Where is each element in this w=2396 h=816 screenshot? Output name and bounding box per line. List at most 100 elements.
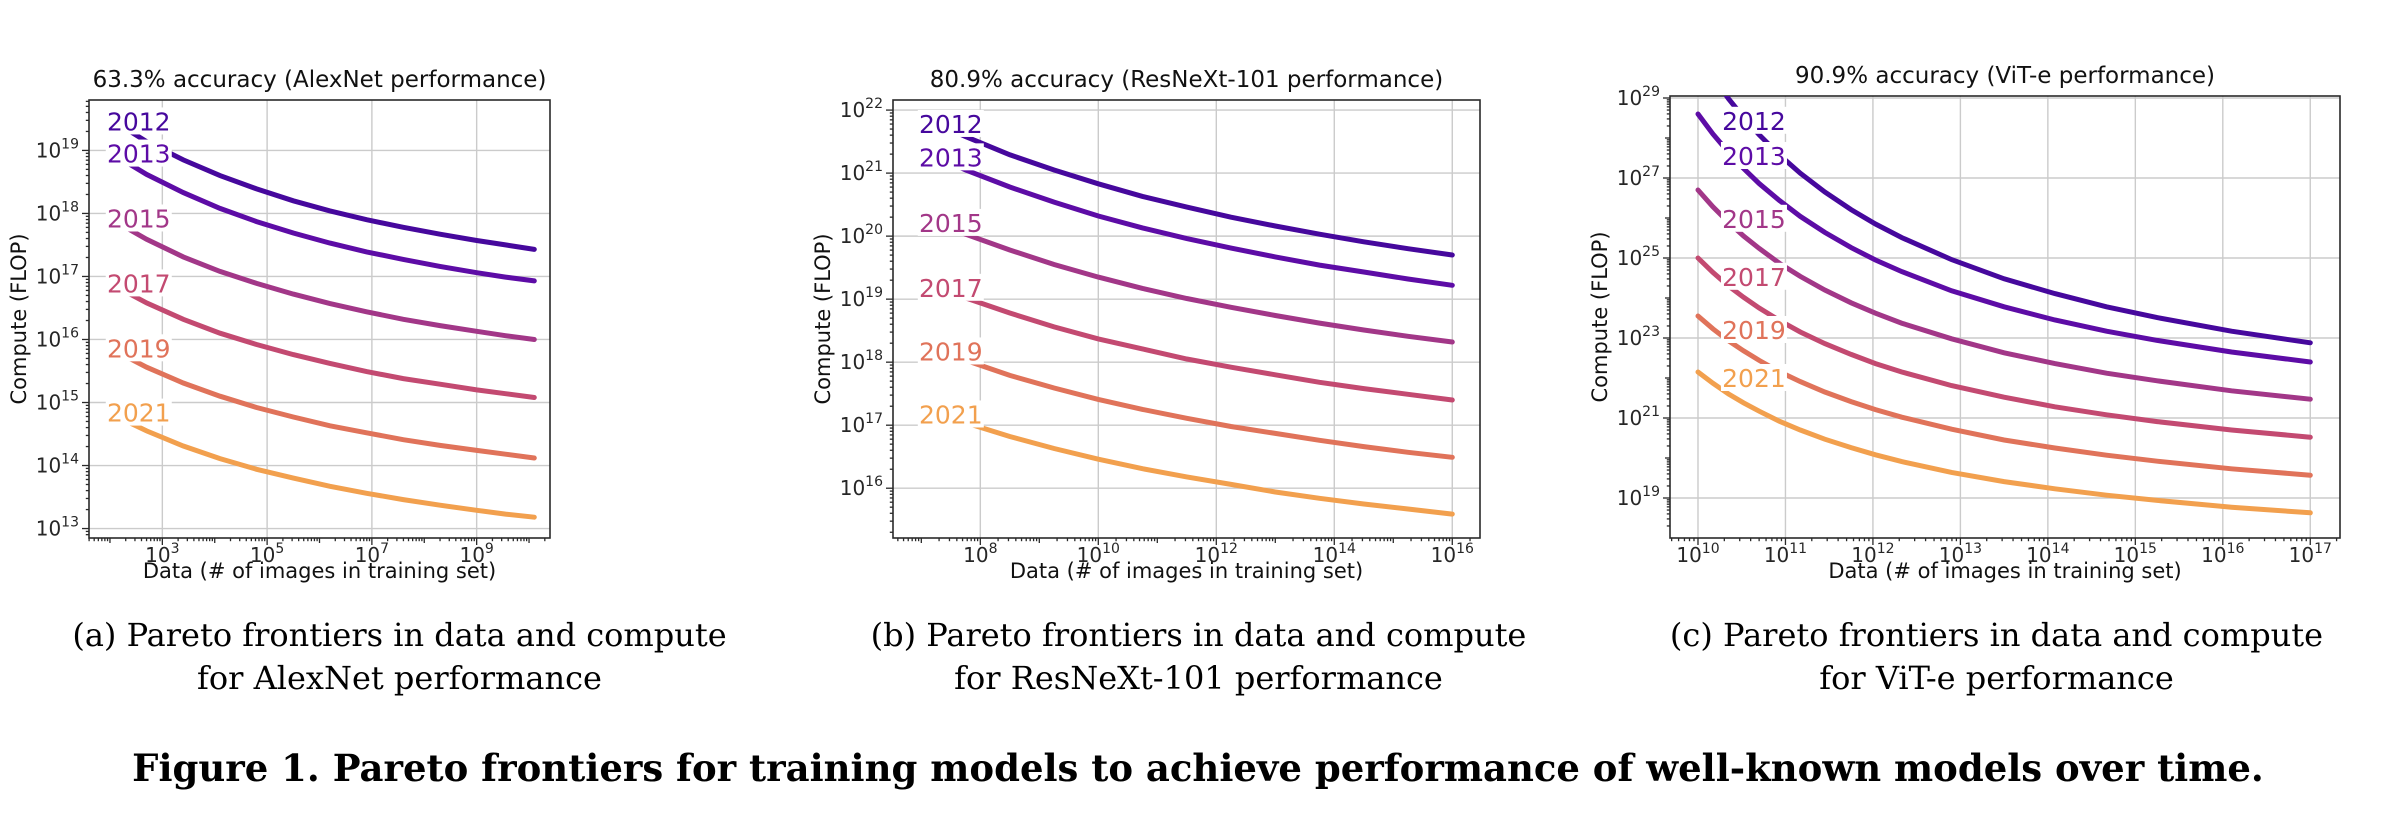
y-tick-label: 1019 (36, 136, 79, 162)
curve-label-bg (105, 204, 172, 232)
x-axis-label: Data (# of images in training set) (1010, 559, 1363, 583)
chart-title: 63.3% accuracy (AlexNet performance) (93, 67, 547, 93)
chart-resnext101: 108 1010 1012 1014 1016101610171018101910201… (811, 67, 1481, 583)
y-tick-label: 1016 (840, 474, 883, 500)
curve-year-label-2021: 2021 (919, 400, 983, 429)
curve-label-bg (105, 107, 172, 135)
curve-year-label-2015: 2015 (919, 209, 983, 238)
subcaption-c-line2: for ViT-e performance (1819, 659, 2174, 697)
curve-label-bg (1720, 106, 1787, 134)
curve-label-bg (1720, 262, 1787, 290)
y-axis-label: Compute (FLOP) (1588, 231, 1612, 402)
y-tick-label: 1022 (840, 96, 883, 122)
curve-label-bg (917, 273, 984, 301)
y-tick-label: 1029 (1617, 84, 1660, 110)
curve-2015 (1695, 187, 2313, 402)
plot-frame (1669, 95, 2341, 539)
curve-2015 (918, 212, 1455, 345)
curve-2013 (107, 149, 537, 284)
subcaption-a: (a) Pareto frontiers in data and compute… (0, 614, 799, 700)
y-tick-label: 1025 (1617, 244, 1660, 270)
curve-year-label-2021: 2021 (1722, 364, 1786, 393)
y-tick-label: 1015 (36, 389, 79, 415)
curve-label-bg (105, 139, 172, 167)
y-axis-label: Compute (FLOP) (811, 233, 835, 404)
curve-2013 (918, 147, 1455, 288)
curve-2012 (918, 113, 1455, 258)
curve-year-label-2017: 2017 (107, 269, 171, 298)
x-tick-label: 1013 (1939, 541, 1982, 567)
subcaption-a-line1: (a) Pareto frontiers in data and compute (72, 616, 727, 654)
plot-frame (892, 99, 1481, 539)
curve-2021 (107, 410, 537, 520)
subcaption-b: (b) Pareto frontiers in data and compute… (799, 614, 1598, 700)
curve-label-bg (105, 334, 172, 362)
y-axis-label: Compute (FLOP) (7, 233, 31, 404)
y-tick-label: 1017 (840, 411, 883, 437)
plot-frame (88, 99, 551, 539)
curve-year-label-2013: 2013 (1722, 142, 1786, 171)
x-tick-label: 1016 (1431, 541, 1474, 567)
curve-year-label-2015: 2015 (107, 204, 171, 233)
curve-2012 (107, 116, 537, 252)
subcaption-c: (c) Pareto frontiers in data and compute… (1597, 614, 2396, 700)
x-tick-label: 1017 (2289, 541, 2332, 567)
curve-label-bg (917, 400, 984, 428)
curve-2017 (107, 280, 537, 400)
y-tick-label: 1016 (36, 325, 79, 351)
y-tick-label: 1020 (840, 222, 883, 248)
chart-title: 90.9% accuracy (ViT-e performance) (1795, 63, 2215, 89)
curve-label-bg (1720, 364, 1787, 391)
curve-2021 (1695, 369, 2313, 516)
curve-label-bg (105, 269, 172, 297)
chart-alexnet: 103 105 107 1091013101410151016101710181019… (7, 67, 551, 583)
curve-year-label-2019: 2019 (107, 334, 171, 363)
subcaption-b-line2: for ResNeXt-101 performance (954, 659, 1443, 697)
subcaption-b-line1: (b) Pareto frontiers in data and compute (870, 616, 1527, 654)
y-tick-label: 1014 (36, 452, 79, 478)
curve-2017 (1695, 255, 2313, 440)
curve-year-label-2012: 2012 (1722, 107, 1786, 136)
curve-2019 (1695, 313, 2313, 478)
curve-2015 (107, 216, 537, 342)
curve-year-label-2012: 2012 (919, 110, 983, 139)
y-tick-label: 1023 (1617, 324, 1660, 350)
y-tick-label: 1019 (1617, 484, 1660, 510)
curve-label-bg (917, 337, 984, 365)
curve-label-bg (105, 398, 172, 426)
chart-title: 80.9% accuracy (ResNeXt-101 performance) (930, 67, 1443, 93)
subcaption-c-line1: (c) Pareto frontiers in data and compute (1669, 616, 2324, 654)
curve-label-bg (1720, 316, 1787, 343)
y-tick-label: 1013 (36, 515, 79, 541)
curve-year-label-2017: 2017 (919, 274, 983, 303)
subcaption-a-line2: for AlexNet performance (197, 659, 602, 697)
curve-year-label-2015: 2015 (1722, 205, 1786, 234)
curve-year-label-2019: 2019 (1722, 316, 1786, 345)
x-tick-label: 1011 (1764, 541, 1807, 567)
x-axis-label: Data (# of images in training set) (143, 559, 496, 583)
curve-year-label-2012: 2012 (107, 107, 171, 136)
curve-2019 (918, 341, 1455, 460)
curve-label-bg (1720, 142, 1787, 169)
x-tick-label: 1010 (1077, 541, 1120, 567)
y-tick-label: 1021 (1617, 404, 1660, 430)
x-axis-label: Data (# of images in training set) (1828, 559, 2181, 583)
curve-year-label-2013: 2013 (107, 140, 171, 169)
curve-2017 (918, 277, 1455, 403)
y-tick-label: 1021 (840, 159, 883, 185)
curve-year-label-2019: 2019 (919, 337, 983, 366)
curve-year-label-2017: 2017 (1722, 263, 1786, 292)
curve-2019 (107, 345, 537, 461)
y-tick-label: 1019 (840, 285, 883, 311)
x-tick-label: 1016 (2201, 541, 2244, 567)
charts-canvas: 103 105 107 1091013101410151016101710181019… (7, 63, 2341, 583)
curve-label-bg (1720, 204, 1787, 232)
x-tick-label: 108 (963, 541, 997, 567)
y-tick-label: 1018 (840, 348, 883, 374)
curve-label-bg (917, 109, 984, 137)
curve-label-bg (917, 208, 984, 236)
x-tick-label: 1010 (1676, 541, 1719, 567)
chart-vite: 1010 1011 1012 1013 1014 1015 1016 101710191021… (1588, 63, 2341, 583)
y-tick-label: 1018 (36, 199, 79, 225)
